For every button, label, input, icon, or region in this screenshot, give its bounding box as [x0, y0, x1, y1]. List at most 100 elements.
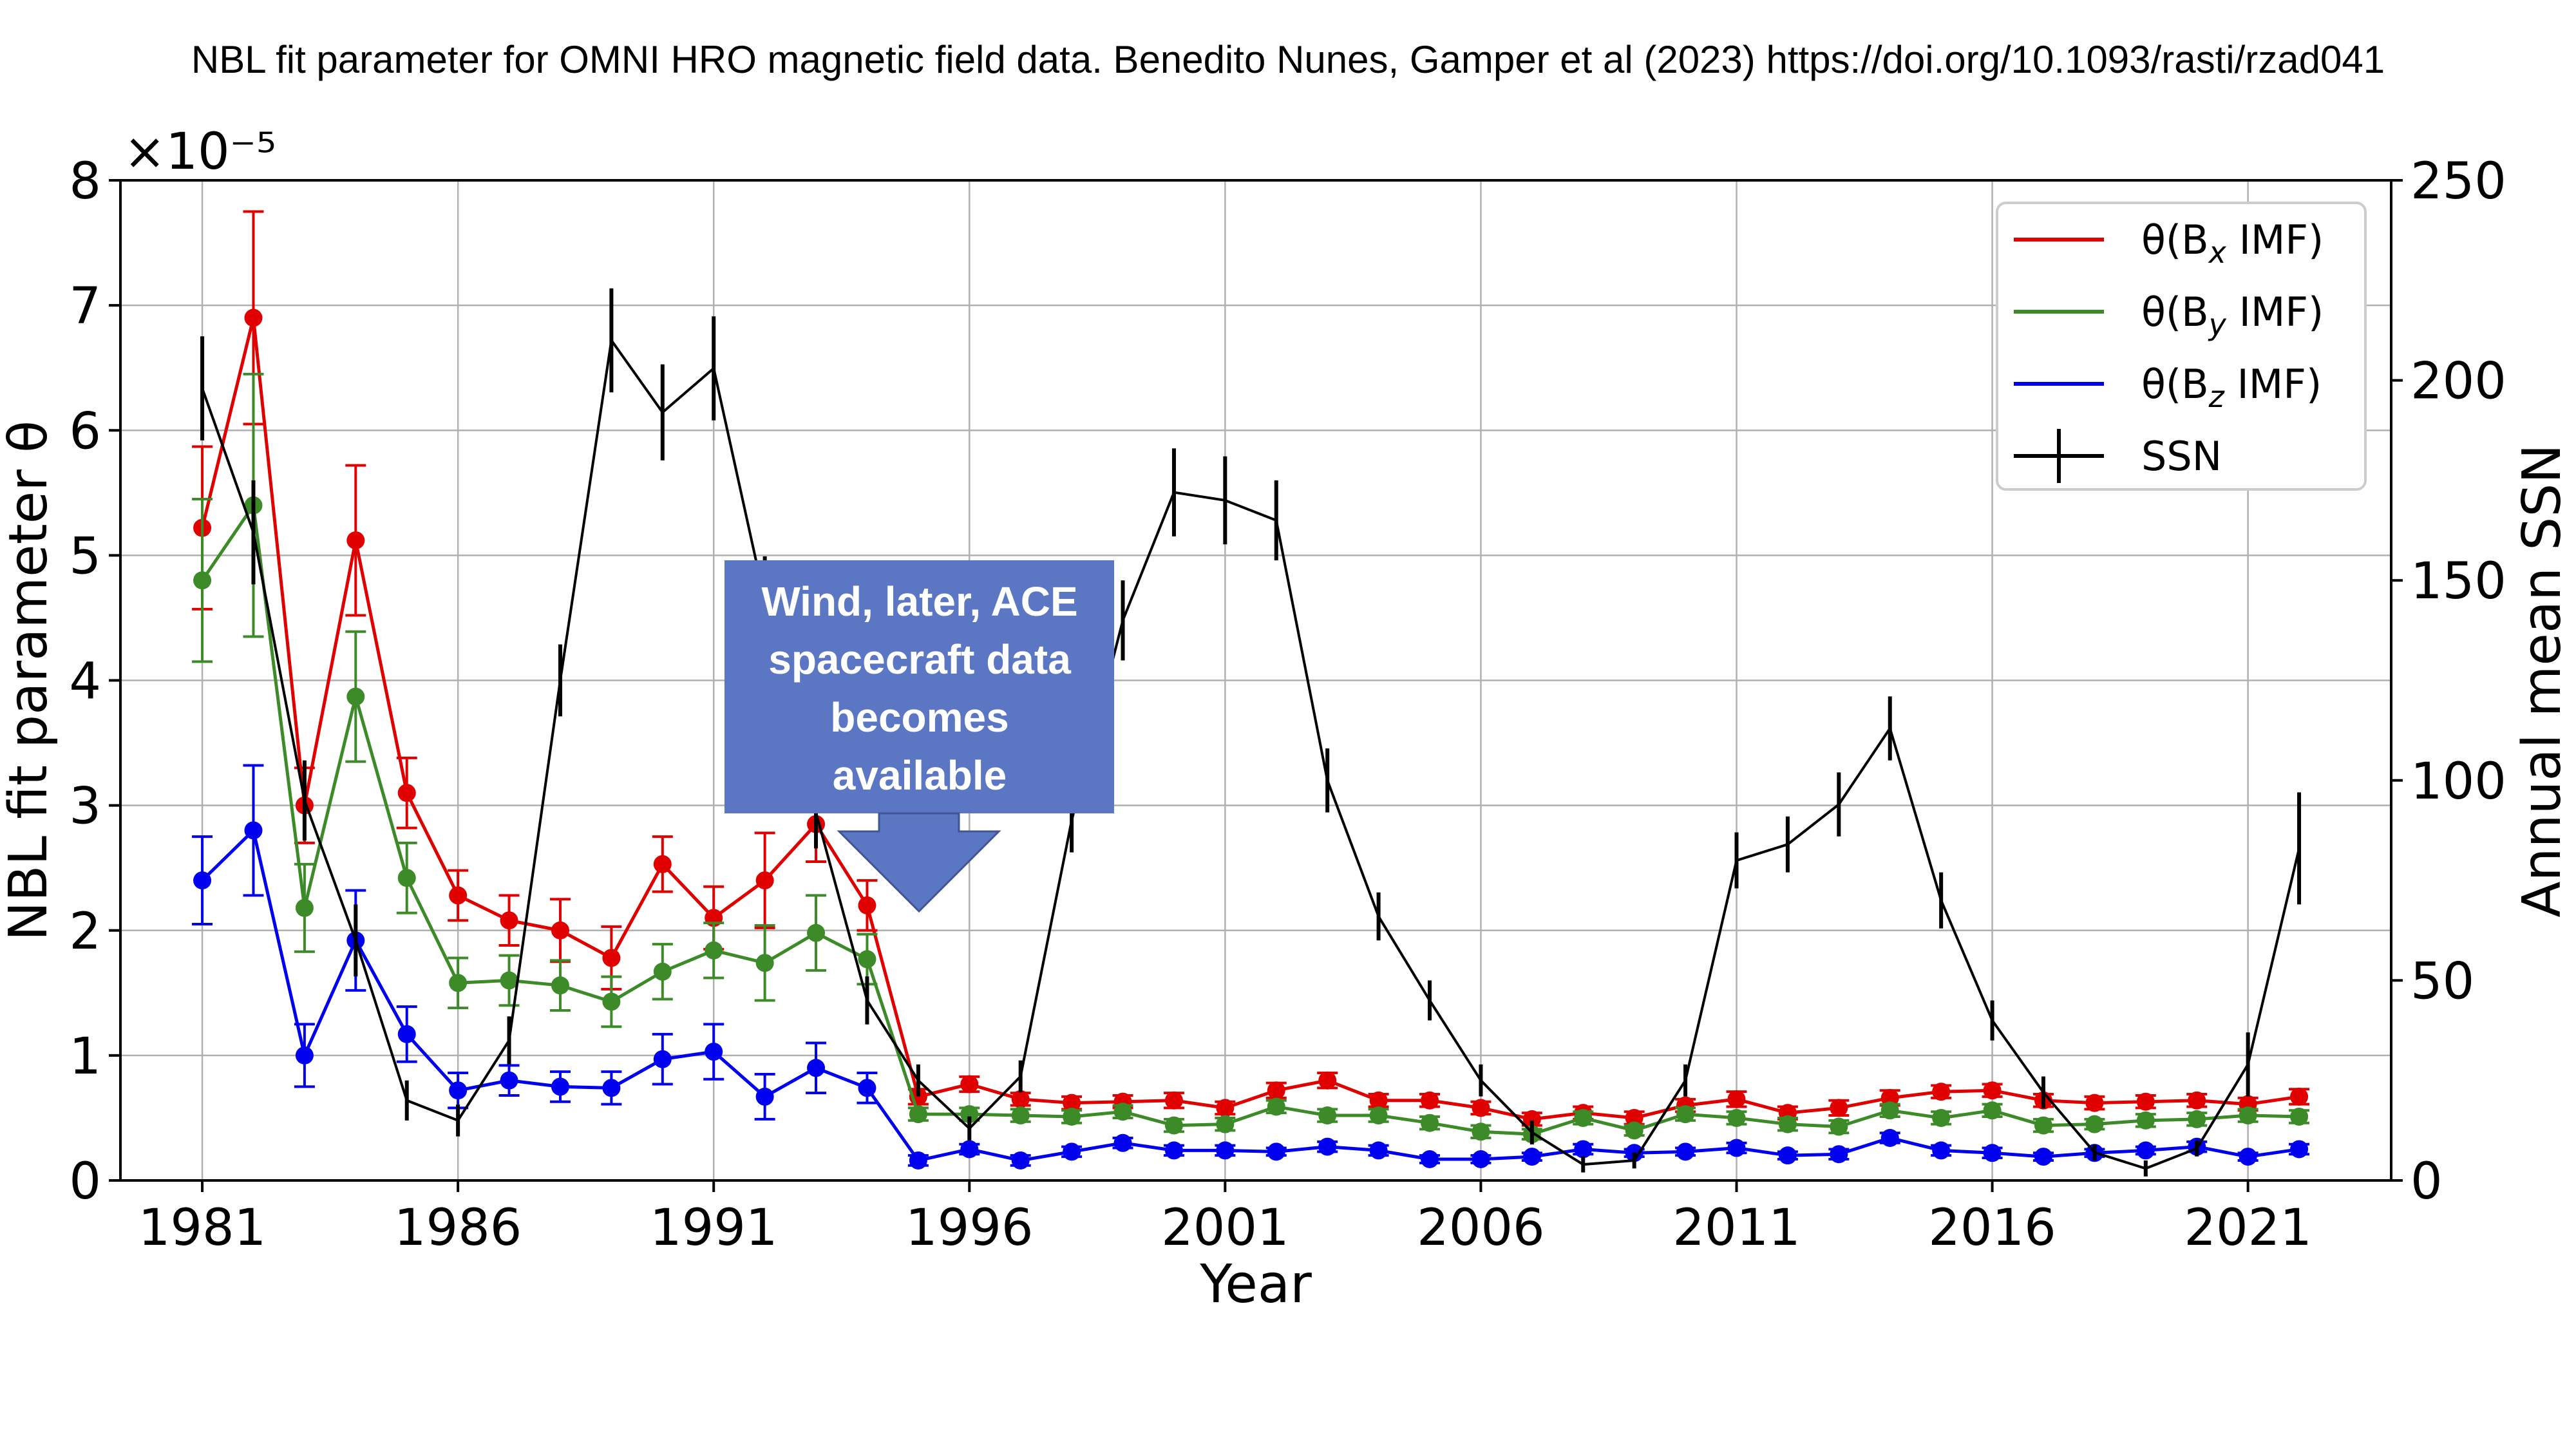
- callout-line-2: spacecraft data: [768, 636, 1071, 683]
- data-point-2-35: [1983, 1144, 2002, 1162]
- data-point-0-5: [449, 886, 468, 905]
- x-tick-label-8: 2021: [2184, 1199, 2312, 1257]
- data-point-2-9: [653, 1050, 672, 1068]
- data-point-2-40: [2239, 1148, 2257, 1166]
- data-point-0-17: [1063, 1094, 1081, 1112]
- data-point-1-17: [1063, 1107, 1081, 1126]
- legend-label-2: θ(Bz IMF): [2141, 361, 2322, 414]
- data-point-0-41: [2290, 1087, 2309, 1106]
- data-point-2-41: [2290, 1140, 2309, 1159]
- y-multiplier: ×10⁻⁵: [124, 123, 276, 181]
- y-tick-label-2: 2: [69, 903, 101, 961]
- data-point-2-18: [1113, 1133, 1132, 1152]
- data-point-1-8: [602, 992, 621, 1011]
- x-tick-label-2: 1991: [650, 1199, 778, 1257]
- data-point-1-22: [1318, 1106, 1337, 1125]
- y-tick-label-0: 0: [69, 1153, 101, 1211]
- data-point-0-23: [1369, 1091, 1388, 1110]
- data-point-1-5: [449, 974, 468, 992]
- series-3: [200, 288, 2302, 1177]
- series-line-3: [201, 337, 2301, 1170]
- data-point-0-20: [1216, 1099, 1235, 1117]
- y2-tick-label-0: 0: [2410, 1153, 2443, 1211]
- series-1: [192, 372, 2310, 1144]
- data-point-1-9: [653, 962, 672, 981]
- data-point-2-32: [1830, 1145, 1848, 1164]
- x-tick-label-0: 1981: [138, 1199, 267, 1257]
- data-point-2-11: [755, 1087, 774, 1106]
- data-point-1-19: [1164, 1116, 1183, 1135]
- y-tick-label-5: 5: [69, 527, 101, 585]
- data-point-2-24: [1421, 1150, 1439, 1168]
- data-point-0-38: [2136, 1092, 2155, 1111]
- data-point-2-10: [705, 1043, 723, 1061]
- data-point-0-28: [1625, 1108, 1643, 1127]
- data-point-2-2: [295, 1046, 314, 1065]
- data-point-1-34: [1932, 1108, 1951, 1127]
- data-point-2-17: [1063, 1142, 1081, 1161]
- data-point-2-29: [1676, 1142, 1695, 1161]
- x-tick-label-5: 2006: [1417, 1199, 1545, 1257]
- y-tick-label-1: 1: [69, 1028, 101, 1086]
- data-point-2-12: [807, 1059, 826, 1077]
- data-point-1-32: [1830, 1117, 1848, 1136]
- data-point-1-2: [295, 898, 314, 917]
- data-point-1-28: [1625, 1121, 1643, 1140]
- y2-tick-label-1: 50: [2410, 952, 2474, 1010]
- data-point-1-4: [397, 869, 416, 887]
- callout-line-4: available: [833, 752, 1007, 799]
- data-point-2-14: [909, 1151, 927, 1170]
- data-point-1-20: [1216, 1115, 1235, 1133]
- data-point-2-8: [602, 1079, 621, 1097]
- callout-line-3: becomes: [830, 694, 1009, 741]
- data-point-2-1: [244, 821, 263, 840]
- data-point-1-10: [705, 941, 723, 960]
- series-0: [192, 210, 2310, 1128]
- data-point-1-25: [1472, 1122, 1490, 1141]
- data-point-2-6: [500, 1071, 518, 1090]
- legend-label-3: SSN: [2141, 433, 2222, 480]
- data-point-0-33: [1880, 1088, 1899, 1107]
- data-point-0-16: [1011, 1090, 1030, 1108]
- data-point-2-21: [1267, 1142, 1285, 1161]
- x-axis: 1981 1986 1991 1996 2001 2006 2011 2016 2021: [138, 1180, 2312, 1257]
- data-point-1-15: [960, 1105, 979, 1124]
- data-point-2-20: [1216, 1141, 1235, 1160]
- y2-tick-label-4: 200: [2410, 353, 2506, 411]
- data-point-1-40: [2239, 1106, 2257, 1125]
- data-point-1-11: [755, 954, 774, 972]
- y2-tick-label-3: 150: [2410, 553, 2506, 611]
- data-point-0-34: [1932, 1083, 1951, 1101]
- data-point-1-16: [1011, 1106, 1030, 1125]
- data-point-0-11: [755, 871, 774, 890]
- data-point-0-1: [244, 308, 263, 327]
- data-point-2-16: [1011, 1151, 1030, 1170]
- callout-arrow: [837, 812, 1001, 913]
- x-tick-label-3: 1996: [905, 1199, 1034, 1257]
- data-point-0-8: [602, 949, 621, 967]
- data-point-1-41: [2290, 1107, 2309, 1126]
- data-point-0-24: [1421, 1091, 1439, 1110]
- y-tick-label-7: 7: [69, 278, 101, 336]
- data-point-0-21: [1267, 1081, 1285, 1100]
- y-axis-right: 0 50 100 150 200 250: [2391, 153, 2506, 1211]
- y-axis-left: 0 1 2 3 4 5 6 7 8: [69, 153, 120, 1211]
- data-point-1-36: [2034, 1116, 2052, 1135]
- data-point-0-25: [1472, 1099, 1490, 1117]
- y2-axis-label: Annual mean SSN: [2512, 444, 2573, 917]
- data-point-1-30: [1727, 1108, 1746, 1127]
- series-line-1: [200, 500, 2300, 1136]
- data-point-2-26: [1522, 1148, 1541, 1166]
- x-tick-label-1: 1986: [394, 1199, 522, 1257]
- legend-label-1: θ(By IMF): [2141, 289, 2324, 342]
- data-point-0-15: [960, 1075, 979, 1094]
- data-point-1-35: [1983, 1101, 2002, 1120]
- legend: θ(Bx IMF) θ(By IMF) θ(Bz IMF) SSN: [1996, 202, 2367, 491]
- data-point-1-27: [1574, 1108, 1593, 1127]
- y-tick-label-3: 3: [69, 778, 101, 836]
- data-point-2-13: [858, 1079, 876, 1097]
- data-point-2-7: [551, 1077, 569, 1096]
- data-point-0-13: [858, 896, 876, 914]
- data-point-0-7: [551, 921, 569, 940]
